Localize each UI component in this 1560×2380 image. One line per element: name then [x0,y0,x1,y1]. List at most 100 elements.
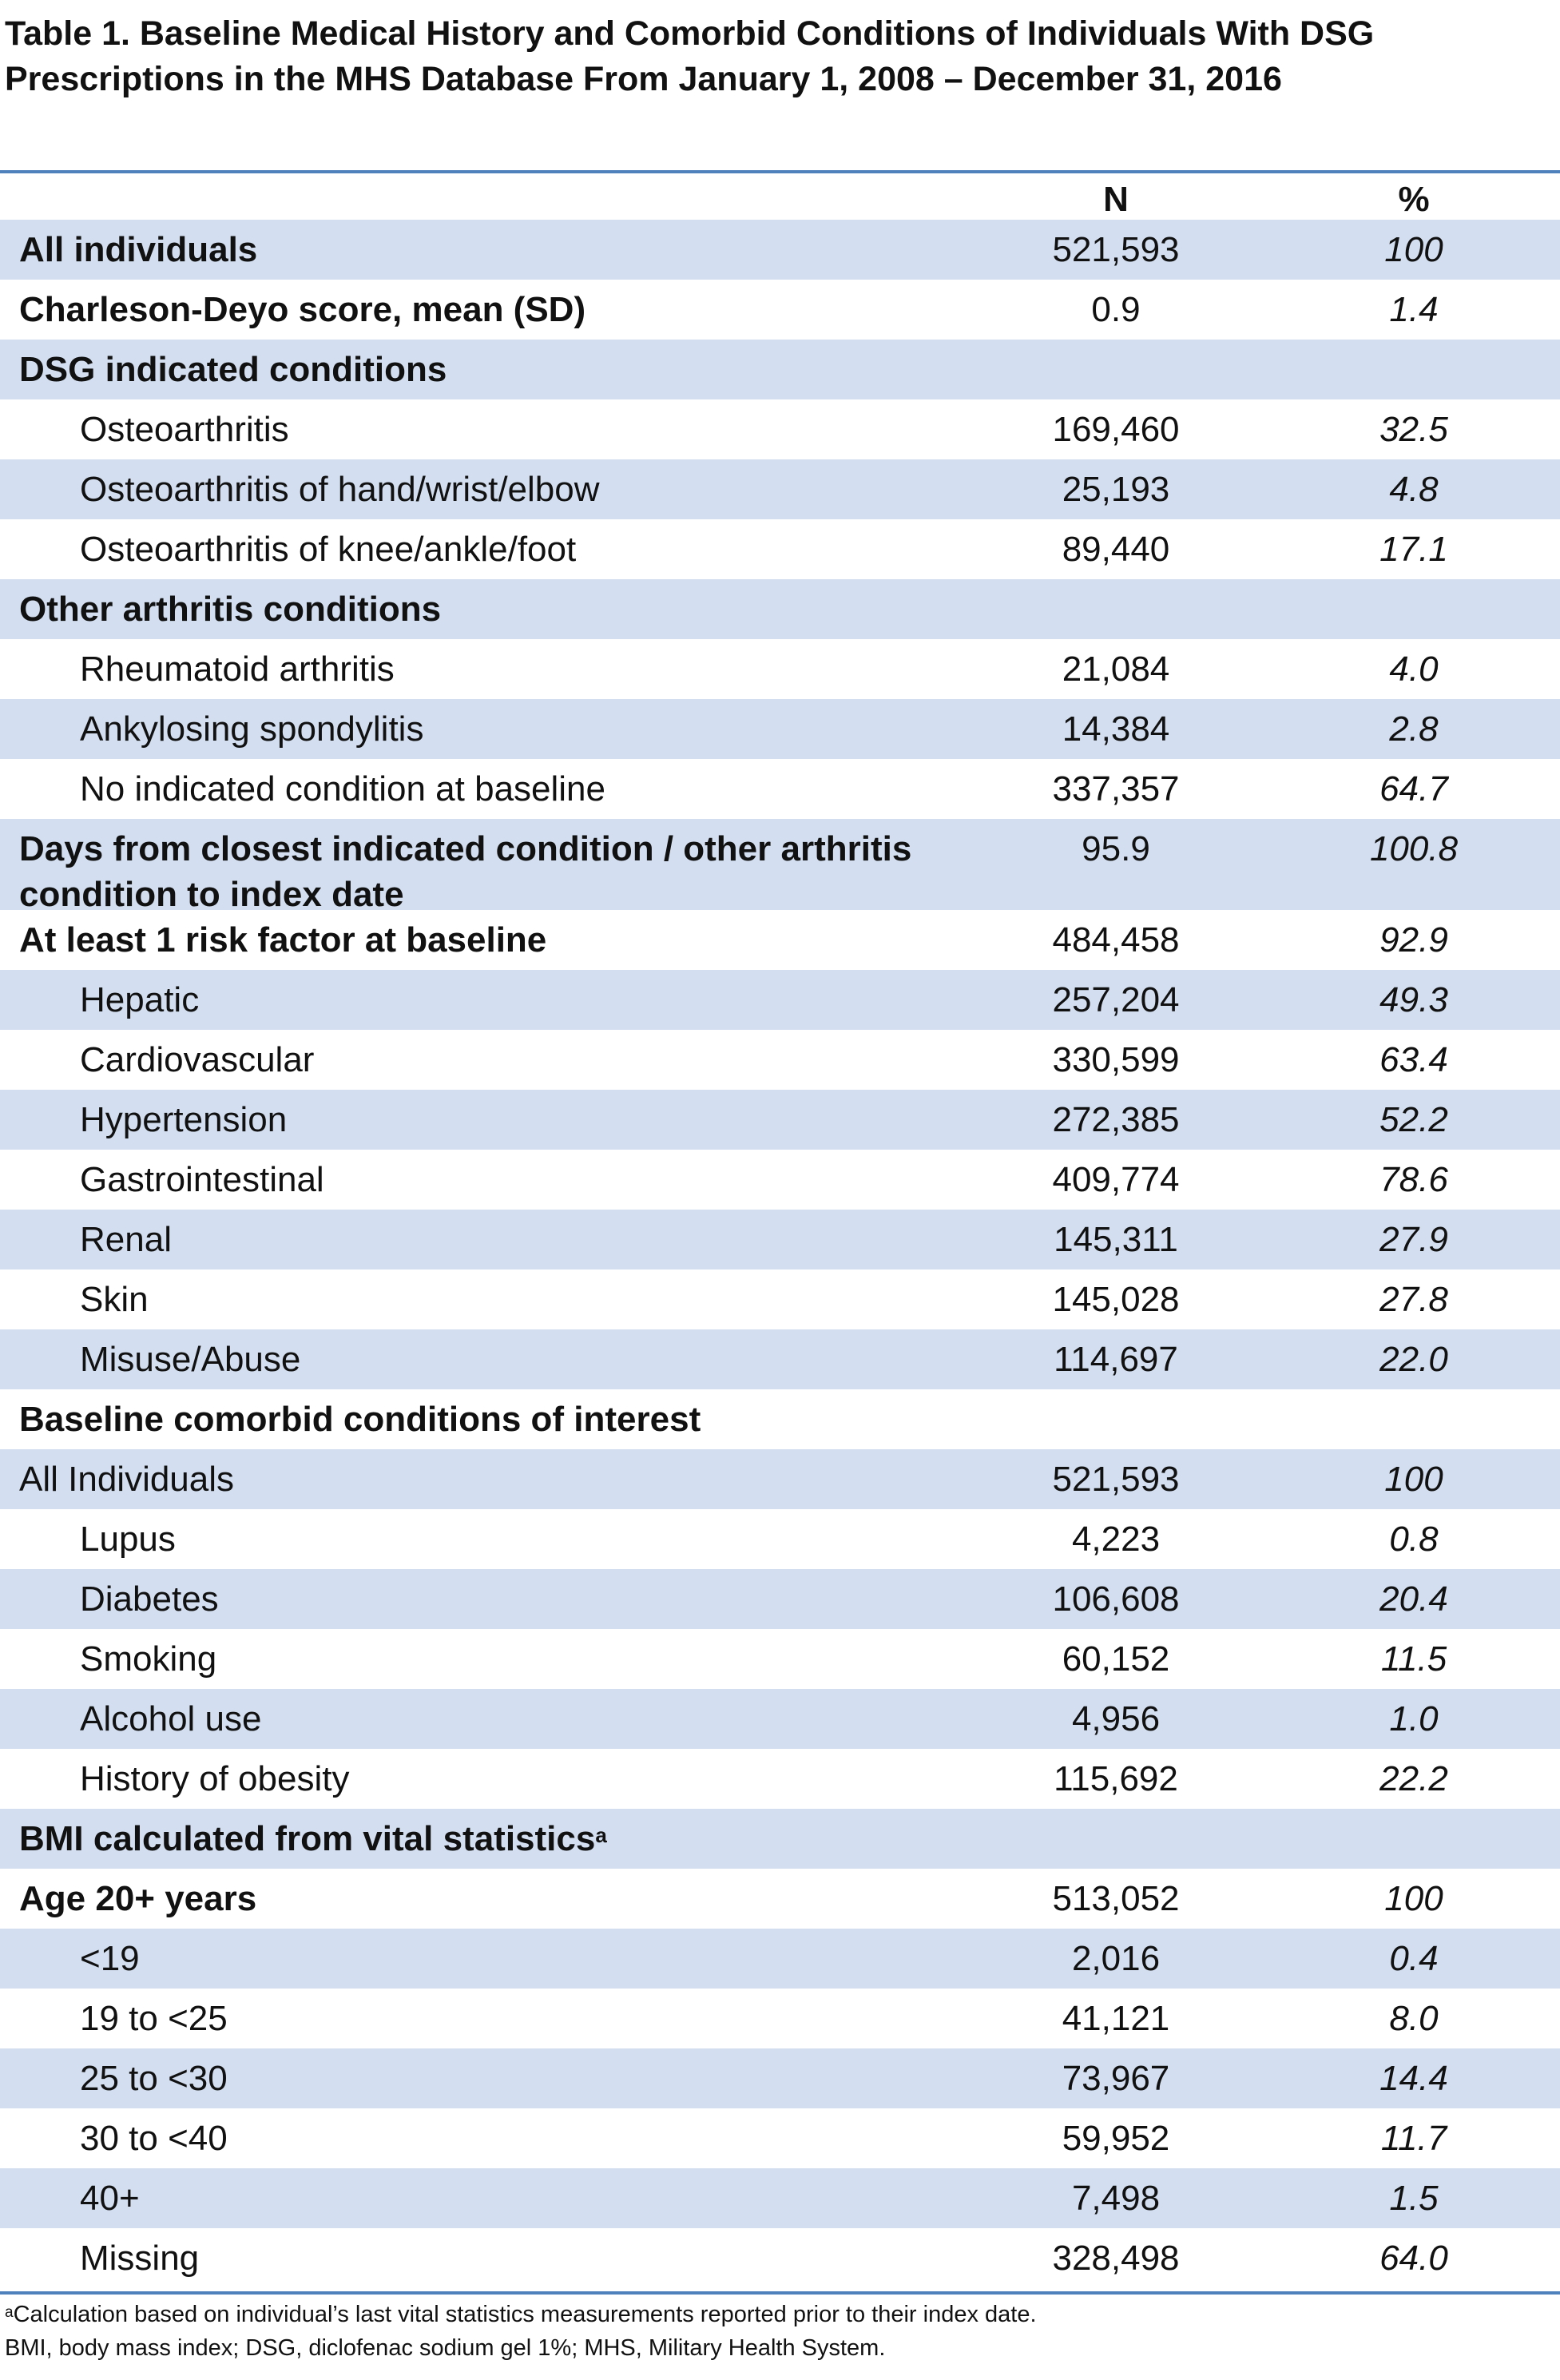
row-percent-value: 4.0 [1389,650,1439,689]
row-percent-value: 49.3 [1379,980,1448,1019]
row-label-text: 30 to <40 [80,2119,228,2158]
table-row: Gastrointestinal 409,774 78.6 [0,1150,1560,1210]
row-n-value: 59,952 [1062,2119,1170,2158]
row-label-text: History of obesity [80,1759,350,1798]
row-label-text: Ankylosing spondylitis [80,709,424,749]
table-row: Renal 145,311 27.9 [0,1210,1560,1269]
row-label: Hypertension [80,1097,1006,1142]
row-label: Missing [80,2235,1006,2281]
row-label-text: 40+ [80,2179,140,2218]
row-n-value: 145,028 [1052,1280,1180,1319]
row-label-text: Baseline comorbid conditions of interest [19,1400,701,1439]
row-n-value: 145,311 [1054,1220,1178,1259]
row-label: Gastrointestinal [80,1157,1006,1202]
table-row: Cardiovascular 330,599 63.4 [0,1030,1560,1090]
column-header-n: N [1103,180,1129,219]
column-header-percent: % [1398,180,1430,219]
row-label-text: All Individuals [19,1460,235,1499]
table-row: Hepatic 257,204 49.3 [0,970,1560,1030]
row-percent-value: 22.0 [1379,1340,1448,1379]
table-row: Age 20+ years 513,052 100 [0,1869,1560,1929]
row-percent-value: 27.9 [1379,1220,1448,1259]
table-row: 40+ 7,498 1.5 [0,2168,1560,2228]
row-n-value: 41,121 [1062,1999,1170,2038]
row-n-value: 484,458 [1052,920,1180,960]
table-row: Ankylosing spondylitis 14,384 2.8 [0,699,1560,759]
table-row: Other arthritis conditions [0,579,1560,639]
table-row: All individuals 521,593 100 [0,220,1560,280]
row-label: Diabetes [80,1576,1006,1622]
row-label-text: At least 1 risk factor at baseline [19,920,547,960]
footnotes: aCalculation based on individual’s last … [5,2298,1538,2365]
footnote-abbreviations: BMI, body mass index; DSG, diclofenac so… [5,2335,886,2361]
table-row: BMI calculated from vital statisticsa [0,1809,1560,1869]
table-row: History of obesity 115,692 22.2 [0,1749,1560,1809]
row-n-value: 2,016 [1071,1939,1161,1978]
row-label-text: Osteoarthritis [80,410,289,449]
footnote-a: aCalculation based on individual’s last … [5,2298,1538,2331]
row-label: Charleson-Deyo score, mean (SD) [19,287,946,332]
footnote-marker: a [5,2304,14,2321]
row-label-text: Smoking [80,1639,217,1679]
row-label-text: Alcohol use [80,1699,262,1738]
table-row: Smoking 60,152 11.5 [0,1629,1560,1689]
row-label-text: Rheumatoid arthritis [80,650,395,689]
row-n-value: 330,599 [1052,1040,1180,1079]
row-label-text: All individuals [19,230,258,269]
row-label: BMI calculated from vital statisticsa [19,1816,946,1861]
row-label-text: No indicated condition at baseline [80,769,606,809]
footnote-marker: a [595,1823,607,1847]
row-label-text: DSG indicated conditions [19,350,447,389]
row-label: Lupus [80,1516,1006,1562]
row-n-value: 328,498 [1052,2239,1180,2278]
table-row: At least 1 risk factor at baseline 484,45… [0,910,1560,970]
row-n-value: 14,384 [1062,709,1170,749]
row-label: Osteoarthritis of knee/ankle/foot [80,526,1006,572]
row-percent-value: 11.7 [1380,2119,1447,2158]
row-label-text: Charleson-Deyo score, mean (SD) [19,290,586,329]
row-label: Renal [80,1217,1006,1262]
row-n-value: 60,152 [1062,1639,1170,1679]
row-n-value: 521,593 [1052,230,1180,269]
footnote-a-text: Calculation based on individual’s last v… [13,2302,1037,2327]
table-row: Lupus 4,223 0.8 [0,1509,1560,1569]
row-label: Misuse/Abuse [80,1337,1006,1382]
row-label: Age 20+ years [19,1876,946,1921]
row-n-value: 4,956 [1071,1699,1161,1738]
row-n-value: 95.9 [1082,829,1150,868]
row-label-text: 19 to <25 [80,1999,228,2038]
row-label-text: Age 20+ years [19,1879,257,1918]
row-percent-value: 17.1 [1379,530,1448,569]
row-percent-value: 20.4 [1379,1579,1448,1619]
table-row: 30 to <40 59,952 11.7 [0,2108,1560,2168]
table-row: Days from closest indicated condition / … [0,819,1560,914]
row-percent-value: 0.8 [1389,1520,1439,1559]
table-row: Baseline comorbid conditions of interest [0,1389,1560,1449]
row-label: Hepatic [80,977,1006,1023]
row-percent-value: 1.0 [1389,1699,1439,1738]
row-label: No indicated condition at baseline [80,766,1006,812]
table-title: Table 1. Baseline Medical History and Co… [5,14,1375,98]
table-row: Rheumatoid arthritis 21,084 4.0 [0,639,1560,699]
row-percent-value: 100 [1384,1460,1443,1499]
row-label: <19 [80,1936,1006,1981]
row-label-text: Other arthritis conditions [19,590,442,629]
row-label: Other arthritis conditions [19,586,946,632]
row-label-text: Diabetes [80,1579,219,1619]
row-n-value: 409,774 [1052,1160,1180,1199]
row-percent-value: 11.5 [1380,1639,1447,1679]
row-label-text: Renal [80,1220,172,1259]
row-n-value: 513,052 [1052,1879,1180,1918]
row-label: Rheumatoid arthritis [80,646,1006,692]
row-label: Osteoarthritis of hand/wrist/elbow [80,467,1006,512]
row-label-text: 25 to <30 [80,2059,228,2098]
row-label-text: Osteoarthritis of knee/ankle/foot [80,530,577,569]
row-percent-value: 100 [1384,230,1443,269]
row-label: 30 to <40 [80,2116,1006,2161]
top-rule [0,170,1560,173]
row-percent-value: 8.0 [1389,1999,1439,2038]
row-percent-value: 4.8 [1389,470,1439,509]
row-label: Baseline comorbid conditions of interest [19,1397,946,1442]
row-label: Skin [80,1277,1006,1322]
table-row: Alcohol use 4,956 1.0 [0,1689,1560,1749]
